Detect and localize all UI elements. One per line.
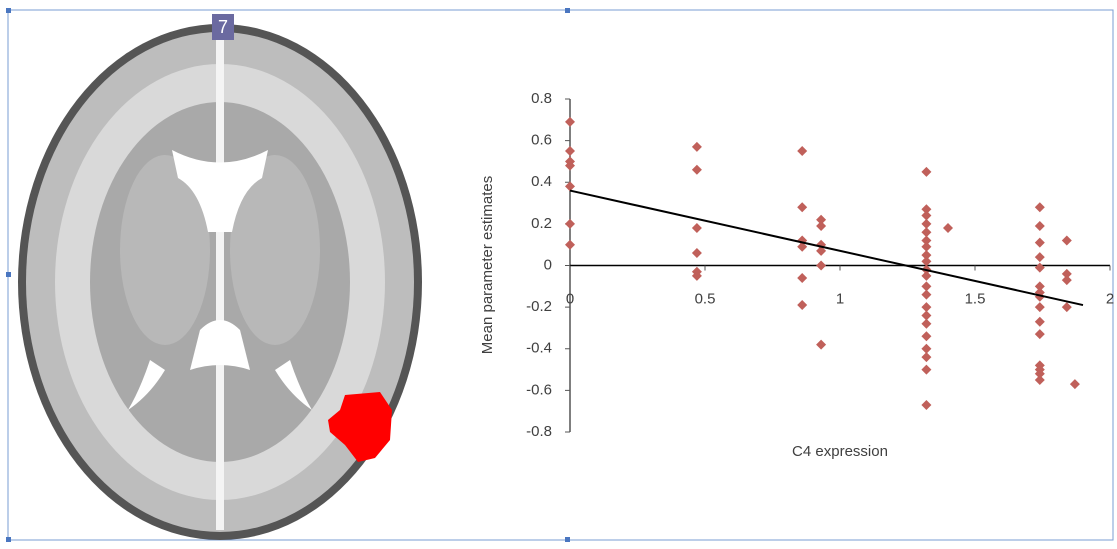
scatter-point <box>921 331 931 341</box>
scatter-point <box>921 352 931 362</box>
scatter-point <box>816 221 826 231</box>
x-tick-label: 1 <box>836 290 844 307</box>
scatter-point <box>797 202 807 212</box>
y-tick-label: -0.4 <box>526 340 552 357</box>
scatter-point <box>1035 221 1045 231</box>
scatter-point <box>1062 302 1072 312</box>
scatter-point <box>565 146 575 156</box>
scatter-point <box>921 319 931 329</box>
figure: 7 C4 expression Mean parameter estimates… <box>0 0 1117 544</box>
y-tick-label: 0.4 <box>531 173 552 190</box>
brain-image <box>18 20 422 540</box>
panel-label: 7 <box>218 17 228 37</box>
scatter-point <box>565 240 575 250</box>
scatter-point <box>1035 302 1045 312</box>
scatter-point <box>797 146 807 156</box>
scatter-point <box>1035 329 1045 339</box>
scatter-point <box>1062 236 1072 246</box>
scatter-point <box>1070 379 1080 389</box>
scatter-point <box>1035 252 1045 262</box>
scatter-point <box>692 223 702 233</box>
scatter-point <box>692 248 702 258</box>
scatter-point <box>816 261 826 271</box>
x-tick-label: 0 <box>566 290 574 307</box>
scatter-point <box>1062 275 1072 285</box>
scatter-point <box>921 365 931 375</box>
scatter-point <box>1035 263 1045 273</box>
scatter-point <box>797 300 807 310</box>
y-axis-label: Mean parameter estimates <box>479 176 496 354</box>
trendline <box>570 191 1083 305</box>
scatter-point <box>1035 317 1045 327</box>
scatter-point <box>797 273 807 283</box>
scatter-point <box>1035 375 1045 385</box>
y-tick-label: 0.8 <box>531 90 552 107</box>
y-tick-label: 0.2 <box>531 215 552 232</box>
scatter-point <box>1035 238 1045 248</box>
scatter-point <box>1035 202 1045 212</box>
x-tick-label: 1.5 <box>965 290 986 307</box>
scatter-point <box>692 142 702 152</box>
y-tick-label: 0 <box>544 256 552 273</box>
y-tick-label: -0.8 <box>526 423 552 440</box>
y-tick-label: -0.2 <box>526 298 552 315</box>
scatter-point <box>816 340 826 350</box>
scatter-point <box>921 290 931 300</box>
x-axis-label: C4 expression <box>792 443 888 460</box>
scatter-point <box>921 271 931 281</box>
x-tick-label: 2 <box>1106 290 1114 307</box>
scatter-point <box>921 400 931 410</box>
scatter-point <box>565 219 575 229</box>
scatter-point <box>565 181 575 191</box>
scatter-point <box>565 117 575 127</box>
scatter-point <box>921 167 931 177</box>
page: {"panel_label": "7", "chart_data": {"typ… <box>0 0 1117 549</box>
scatter-point <box>692 165 702 175</box>
y-tick-label: 0.6 <box>531 132 552 149</box>
scatter-point <box>943 223 953 233</box>
x-tick-label: 0.5 <box>695 290 716 307</box>
y-tick-label: -0.6 <box>526 381 552 398</box>
